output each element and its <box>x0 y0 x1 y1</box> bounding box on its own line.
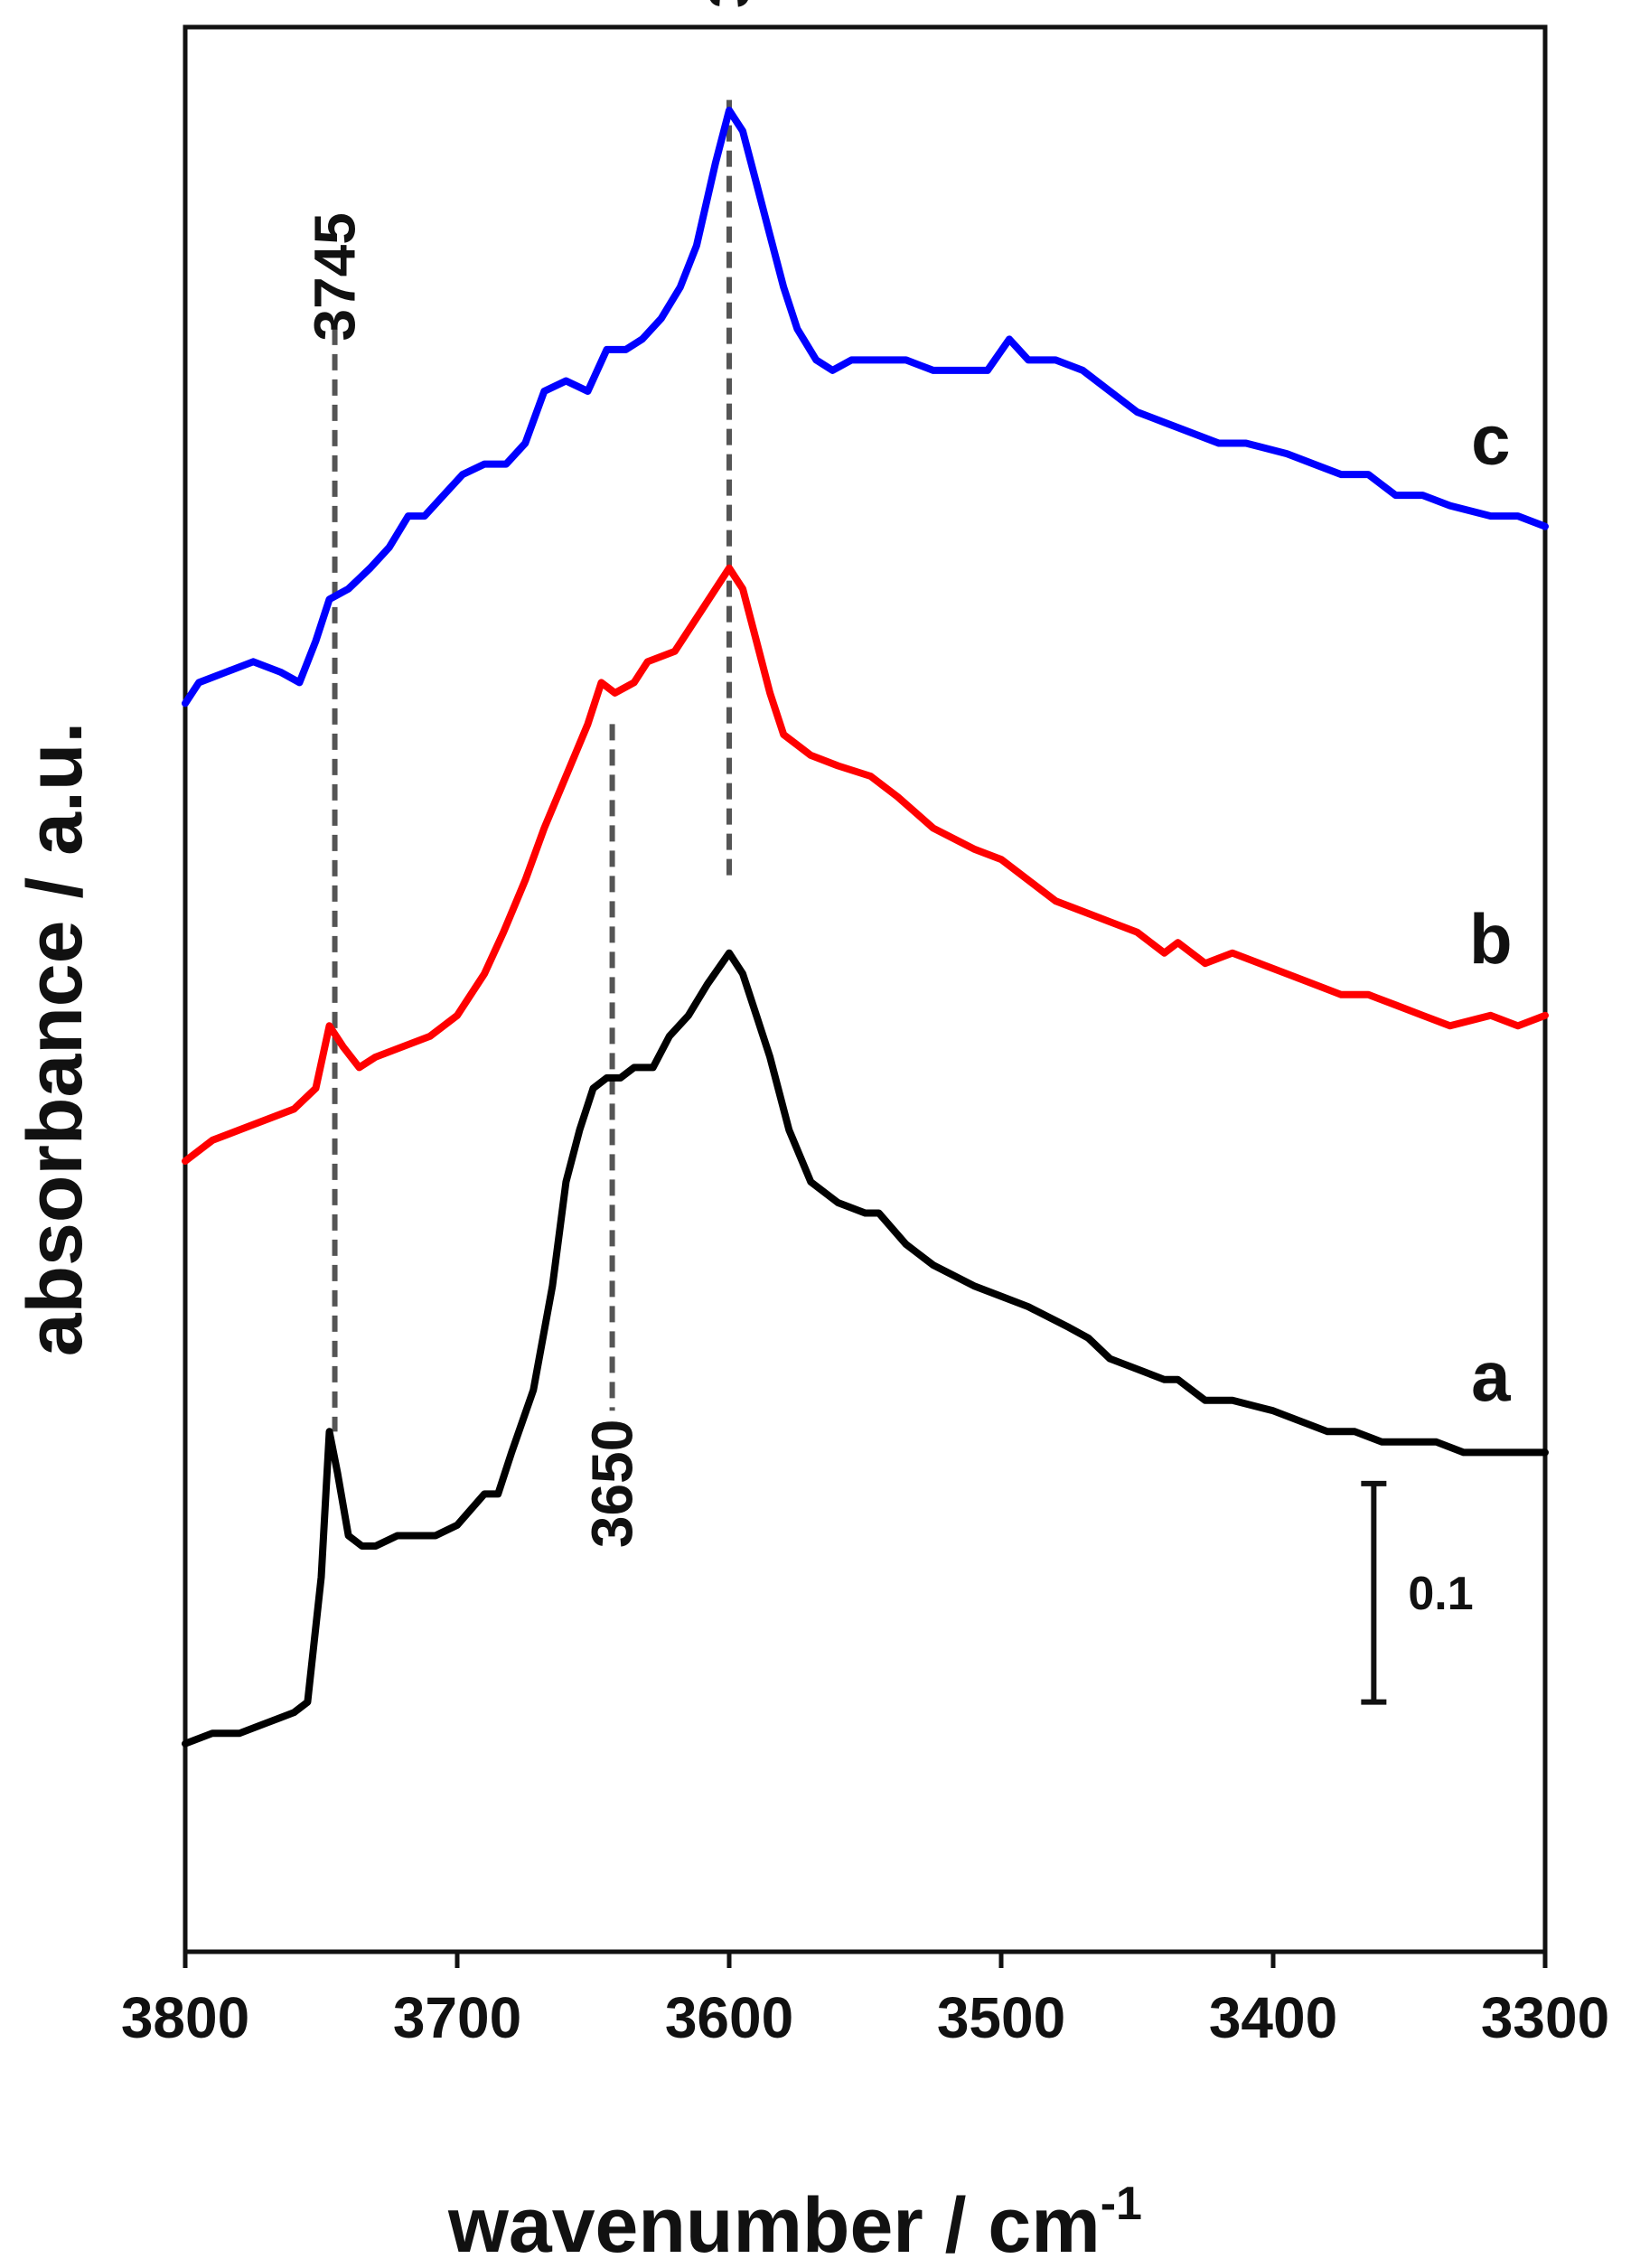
series-label-c: c <box>1471 400 1510 480</box>
x-tick-label: 3700 <box>393 1985 521 2050</box>
series-line-a <box>182 949 1549 1748</box>
series-label-b: b <box>1469 899 1513 979</box>
x-axis-title: wavenumber / cm-1 <box>447 2178 1142 2268</box>
scale-bar-label: 0.1 <box>1408 1568 1473 1620</box>
scale-bar: 0.1 <box>1361 1480 1474 1705</box>
series-label-a: a <box>1471 1336 1511 1416</box>
peak-label-3745: 3745 <box>303 212 368 341</box>
x-tick-label: 3300 <box>1481 1985 1609 2050</box>
peak-label-3600: 3600 <box>697 0 762 8</box>
peak-annotations: 3600 3745 3650 <box>303 0 762 1548</box>
x-tick-label: 3800 <box>121 1985 249 2050</box>
plot-border <box>183 24 1548 1954</box>
x-tick-label: 3500 <box>937 1985 1065 2050</box>
plot-frame <box>183 24 1548 1954</box>
x-tick-label: 3600 <box>665 1985 793 2050</box>
series-line-b <box>182 564 1549 1165</box>
series-line-c <box>182 107 1549 708</box>
x-axis-ticks: 3800 3700 3600 3500 3400 3300 <box>121 1952 1609 2050</box>
y-axis-title: absorbance / a.u. <box>12 722 98 1357</box>
peak-label-3650: 3650 <box>580 1420 645 1548</box>
x-axis-title-superscript: -1 <box>1101 2178 1142 2230</box>
series-group <box>182 107 1549 1748</box>
x-tick-label: 3400 <box>1209 1985 1337 2050</box>
series-labels: c b a <box>1469 400 1513 1416</box>
